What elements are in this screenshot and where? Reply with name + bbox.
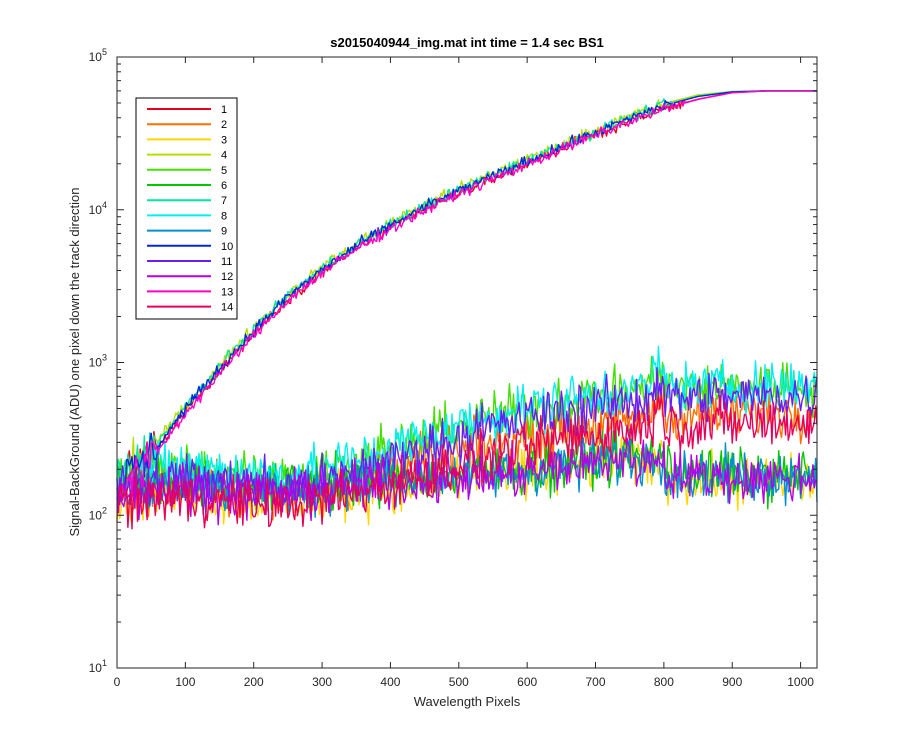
- legend-label-1: 1: [221, 104, 227, 116]
- y-tick-label: 105: [89, 47, 107, 64]
- legend-label-14: 14: [221, 302, 233, 314]
- legend-label-13: 13: [221, 286, 233, 298]
- legend-label-6: 6: [221, 180, 227, 192]
- legend-label-12: 12: [221, 271, 233, 283]
- y-tick-label: 102: [89, 505, 107, 522]
- legend-label-3: 3: [221, 134, 227, 146]
- legend-label-10: 10: [221, 241, 233, 253]
- x-tick-label: 0: [114, 675, 121, 689]
- series-layer: [116, 90, 818, 530]
- x-tick-label: 600: [517, 675, 537, 689]
- legend-label-8: 8: [221, 210, 227, 222]
- x-tick-label: 400: [380, 675, 400, 689]
- x-axis-label: Wavelength Pixels: [414, 694, 521, 709]
- y-tick-label: 101: [89, 658, 107, 675]
- legend-label-4: 4: [221, 150, 227, 162]
- legend-label-9: 9: [221, 226, 227, 238]
- y-axis-label: Signal-BackGround (ADU) one pixel down t…: [67, 187, 82, 536]
- legend-label-11: 11: [221, 256, 232, 268]
- series-line-14: [116, 393, 818, 530]
- plot-frame: [116, 56, 818, 669]
- legend-label-2: 2: [221, 119, 227, 131]
- legend-box: [135, 97, 238, 320]
- legend-label-7: 7: [221, 195, 227, 207]
- chart-title: s2015040944_img.mat int time = 1.4 sec B…: [330, 35, 604, 50]
- y-tick-label: 103: [89, 353, 107, 370]
- series-line-12: [116, 436, 818, 526]
- x-tick-label: 1000: [787, 675, 814, 689]
- y-tick-label: 104: [89, 200, 107, 217]
- series-line-13: [116, 90, 817, 512]
- x-tick-label: 300: [312, 675, 332, 689]
- ticks-layer: 0 100 200 300 400 500 600 700 800 900 100010110210…: [89, 47, 817, 689]
- x-tick-label: 800: [654, 675, 674, 689]
- x-tick-label: 200: [244, 675, 264, 689]
- legend-label-5: 5: [221, 165, 227, 177]
- x-tick-label: 700: [586, 675, 606, 689]
- x-tick-label: 500: [449, 675, 469, 689]
- x-tick-label: 100: [175, 675, 195, 689]
- x-tick-label: 900: [722, 675, 742, 689]
